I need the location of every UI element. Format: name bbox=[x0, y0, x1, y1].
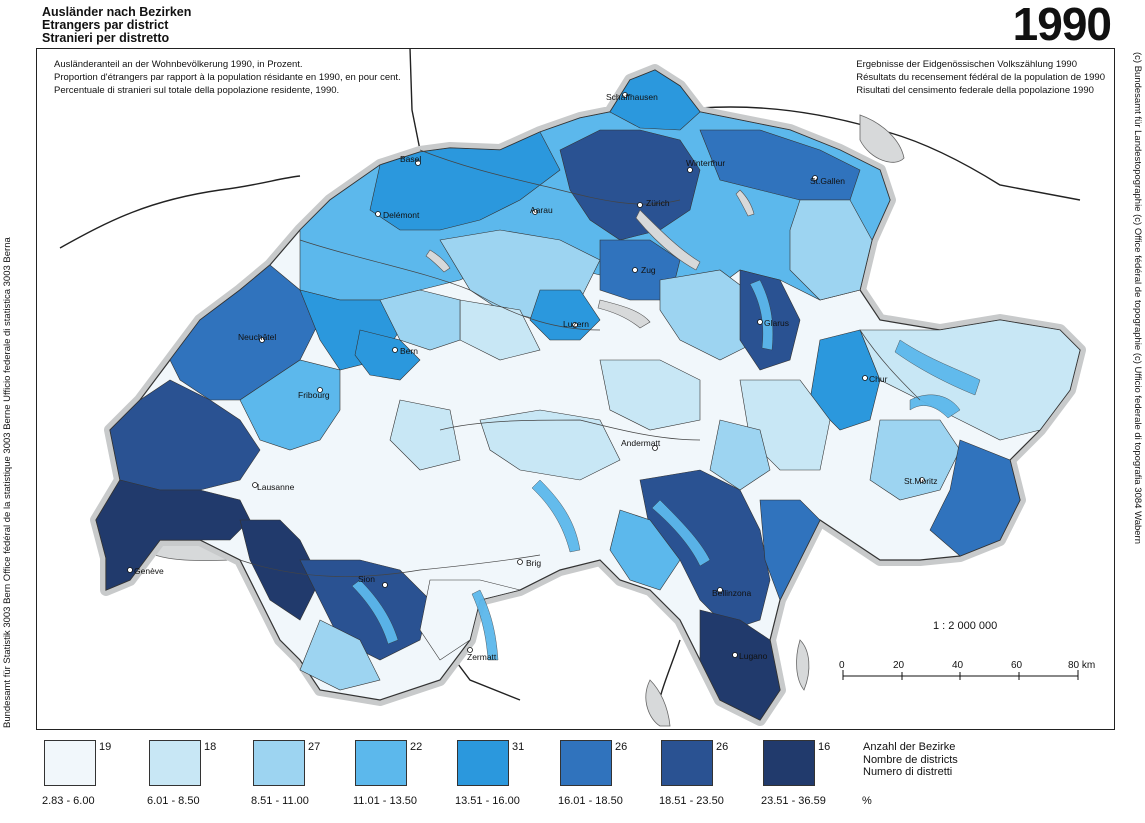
place-label: Lausanne bbox=[257, 482, 295, 492]
legend-range: 8.51 - 11.00 bbox=[251, 795, 309, 807]
place-label: St.Moritz bbox=[904, 476, 938, 486]
title-de: Ausländer nach Bezirken bbox=[42, 5, 192, 19]
legend-range: 13.51 - 16.00 bbox=[455, 795, 520, 807]
credit-right: (c) Bundesamt für Landestopographie (c) … bbox=[1132, 52, 1143, 544]
census-fr: Résultats du recensement fédéral de la p… bbox=[856, 72, 1105, 83]
legend-swatch bbox=[661, 740, 713, 786]
place-label: Neuchâtel bbox=[238, 332, 276, 342]
legend-range: 18.51 - 23.50 bbox=[659, 795, 724, 807]
scale-bar: 0 20 40 60 80 km bbox=[839, 660, 1095, 680]
description-de: Ausländeranteil an der Wohnbevölkerung 1… bbox=[54, 59, 303, 70]
place-labels: Schaffhausen Basel Winterthur St.Gallen … bbox=[134, 92, 938, 662]
place-label: Schaffhausen bbox=[606, 92, 658, 102]
legend-count: 27 bbox=[308, 741, 321, 753]
legend-item: 27 8.51 - 11.00 bbox=[251, 740, 353, 807]
legend-unit: % bbox=[862, 795, 872, 807]
place-label: Bern bbox=[400, 346, 418, 356]
scale-tick: 0 bbox=[839, 660, 845, 671]
place-markers bbox=[127, 92, 925, 658]
valley-shading bbox=[351, 279, 981, 661]
census-it: Risultati del censimento federale della … bbox=[856, 85, 1094, 96]
place-label: Brig bbox=[526, 558, 541, 568]
legend-range: 23.51 - 36.59 bbox=[761, 795, 826, 807]
legend-count: 19 bbox=[99, 741, 112, 753]
legend-swatch bbox=[560, 740, 612, 786]
legend-caption-it: Numero di distretti bbox=[863, 766, 953, 778]
legend-swatch bbox=[44, 740, 96, 786]
place-label: Delémont bbox=[383, 210, 420, 220]
inner-lakes bbox=[425, 189, 755, 329]
description-it: Percentuale di stranieri sul totale dell… bbox=[54, 85, 340, 96]
scale-tick: 60 bbox=[1011, 660, 1023, 671]
scale-ratio: 1 : 2 000 000 bbox=[933, 620, 998, 632]
legend-count: 31 bbox=[512, 741, 525, 753]
map-title: Ausländer nach Bezirken Etrangers par di… bbox=[42, 6, 191, 45]
title-it: Stranieri per distretto bbox=[42, 31, 170, 45]
legend-count: 26 bbox=[716, 741, 729, 753]
place-label: Lugano bbox=[739, 651, 768, 661]
legend-swatch bbox=[763, 740, 815, 786]
place-label: Zug bbox=[641, 265, 656, 275]
place-label: Genève bbox=[134, 566, 164, 576]
legend-range: 16.01 - 18.50 bbox=[558, 795, 623, 807]
legend-item: 22 11.01 - 13.50 bbox=[353, 740, 455, 807]
legend-range: 11.01 - 13.50 bbox=[353, 795, 418, 807]
place-label: Basel bbox=[400, 154, 421, 164]
legend-item: 19 2.83 - 6.00 bbox=[42, 740, 144, 807]
legend-swatch bbox=[355, 740, 407, 786]
switzerland-district-map: Schaffhausen Basel Winterthur St.Gallen … bbox=[59, 48, 1095, 727]
credit-left: Bundesamt für Statistik 3003 Bern Office… bbox=[2, 237, 13, 728]
scale-tick: 40 bbox=[952, 660, 964, 671]
place-label: Bellinzona bbox=[712, 588, 751, 598]
legend-caption-de: Anzahl der Bezirke bbox=[863, 741, 956, 753]
legend-swatch bbox=[457, 740, 509, 786]
place-label: Luzern bbox=[563, 319, 589, 329]
place-label: Glarus bbox=[764, 318, 789, 328]
place-label: Zermatt bbox=[467, 652, 497, 662]
legend-item: 26 18.51 - 23.50 bbox=[659, 740, 761, 807]
legend-item: 26 16.01 - 18.50 bbox=[558, 740, 660, 807]
place-label: Andermatt bbox=[621, 438, 661, 448]
legend-caption: Anzahl der Bezirke Nombre de districts N… bbox=[863, 741, 958, 779]
description-fr: Proportion d'étrangers par rapport à la … bbox=[54, 72, 401, 83]
legend-range: 2.83 - 6.00 bbox=[42, 795, 95, 807]
place-label: Winterthur bbox=[686, 158, 725, 168]
place-label: Fribourg bbox=[298, 390, 330, 400]
legend-item: 16 23.51 - 36.59 bbox=[761, 740, 863, 807]
scale-tick: 80 km bbox=[1068, 660, 1095, 671]
legend: 19 2.83 - 6.00 18 6.01 - 8.50 27 8.51 - … bbox=[42, 740, 844, 810]
legend-item: 31 13.51 - 16.00 bbox=[455, 740, 557, 807]
district-regions bbox=[95, 69, 1081, 721]
scale-tick: 20 bbox=[893, 660, 905, 671]
description-right: Ergebnisse der Eidgenössischen Volkszähl… bbox=[856, 58, 1105, 97]
place-label: St.Gallen bbox=[810, 176, 845, 186]
legend-range: 6.01 - 8.50 bbox=[147, 795, 200, 807]
place-label: Chur bbox=[869, 374, 888, 384]
title-fr: Etrangers par district bbox=[42, 18, 169, 32]
description-left: Ausländeranteil an der Wohnbevölkerung 1… bbox=[54, 58, 401, 97]
place-label: Aarau bbox=[530, 205, 553, 215]
year-label: 1990 bbox=[1012, 0, 1112, 50]
legend-caption-fr: Nombre de districts bbox=[863, 753, 958, 766]
legend-count: 22 bbox=[410, 741, 423, 753]
legend-swatch bbox=[253, 740, 305, 786]
place-label: Sion bbox=[358, 574, 375, 584]
legend-count: 16 bbox=[818, 741, 831, 753]
legend-swatch bbox=[149, 740, 201, 786]
legend-count: 26 bbox=[615, 741, 628, 753]
census-de: Ergebnisse der Eidgenössischen Volkszähl… bbox=[856, 59, 1077, 70]
legend-item: 18 6.01 - 8.50 bbox=[147, 740, 249, 807]
place-label: Zürich bbox=[646, 198, 670, 208]
legend-count: 18 bbox=[204, 741, 217, 753]
